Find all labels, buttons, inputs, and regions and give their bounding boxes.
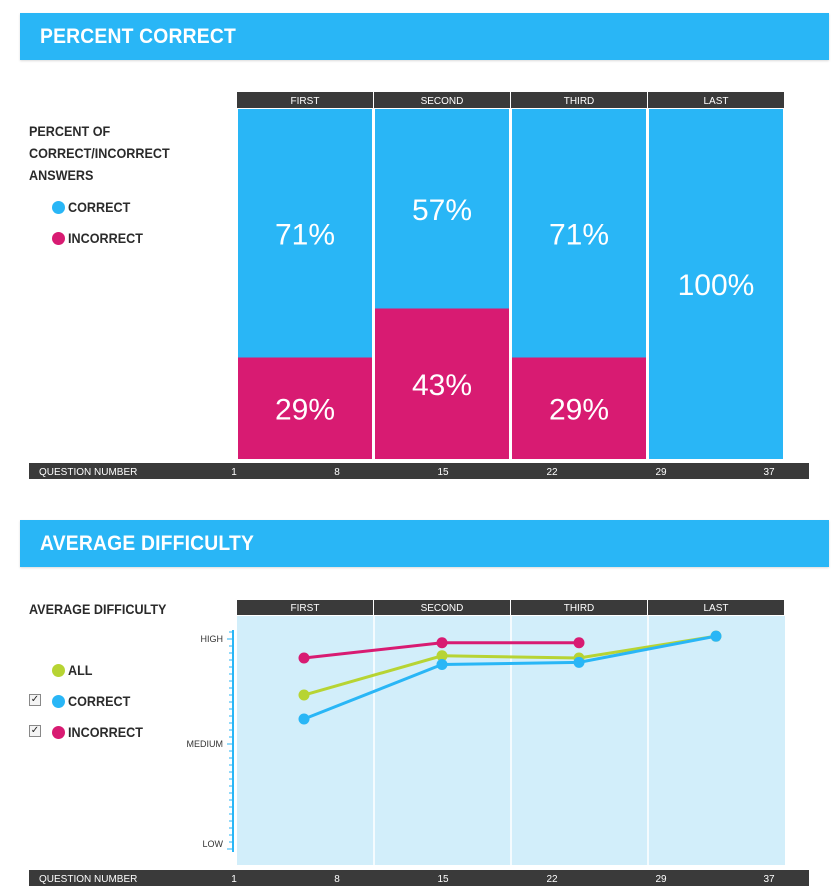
point-all-first [298, 689, 310, 701]
difficulty-level-low: LOW [202, 839, 223, 849]
bar-incorrect-label-second: 43% [412, 369, 472, 402]
percent-correct-banner: PERCENT CORRECT [20, 13, 829, 60]
difficulty-header-label-first: FIRST [291, 603, 320, 614]
difficulty-header-third [511, 600, 647, 615]
bar-correct-label-first: 71% [275, 218, 335, 251]
difficulty-question-tick-22: 22 [546, 874, 558, 885]
difficulty-question-tick-37: 37 [763, 874, 775, 885]
bar-correct-second [375, 109, 509, 309]
bar-incorrect-first [238, 357, 372, 459]
difficulty-question-tick-15: 15 [437, 874, 449, 885]
column-header-third [511, 92, 647, 108]
correct-dot-icon [52, 201, 65, 214]
point-incorrect-third [573, 637, 585, 649]
difficulty-header-label-last: LAST [703, 603, 728, 614]
legend-correct-line-label: CORRECT [68, 693, 131, 709]
column-header-label-third: THIRD [564, 96, 595, 107]
percent-correct-title: PERCENT CORRECT [40, 25, 236, 48]
bar-correct-first [238, 109, 372, 358]
line-correct [303, 634, 717, 721]
bar-correct-label-second: 57% [412, 194, 472, 227]
all-dot-icon [52, 664, 65, 677]
column-header-first [237, 92, 373, 108]
bar-incorrect-second [375, 308, 509, 459]
percent-side-title-line-1: PERCENT OF [29, 123, 111, 139]
difficulty-level-medium: MEDIUM [187, 739, 224, 749]
legend-correct-label: CORRECT [68, 199, 131, 215]
question-axis-bar [29, 463, 809, 479]
difficulty-header-second [374, 600, 510, 615]
incorrect-checkbox[interactable]: ✓ [29, 725, 41, 737]
bar-incorrect-third [512, 357, 646, 459]
column-header-label-second: SECOND [421, 96, 464, 107]
column-header-second [374, 92, 510, 108]
incorrect-dot-icon [52, 232, 65, 245]
difficulty-header-last [648, 600, 784, 615]
question-number-label: QUESTION NUMBER [39, 467, 137, 478]
question-tick-29: 29 [655, 467, 667, 478]
question-tick-8: 8 [334, 467, 340, 478]
point-all-second [436, 650, 448, 662]
legend-incorrect-line-label: INCORRECT [68, 724, 143, 740]
average-difficulty-banner: AVERAGE DIFFICULTY [20, 520, 829, 567]
question-tick-15: 15 [437, 467, 449, 478]
percent-side-title-line-2: CORRECT/INCORRECT [29, 145, 170, 161]
percent-side-title: PERCENT OF CORRECT/INCORRECT ANSWERS [29, 120, 170, 186]
correct-checkbox[interactable]: ✓ [29, 694, 41, 706]
difficulty-question-tick-8: 8 [334, 874, 340, 885]
point-incorrect-first [298, 652, 310, 664]
point-incorrect-second [436, 637, 448, 649]
column-header-label-first: FIRST [291, 96, 320, 107]
difficulty-side-title: AVERAGE DIFFICULTY [29, 601, 167, 617]
difficulty-question-tick-29: 29 [655, 874, 667, 885]
point-correct-second [436, 659, 448, 671]
question-tick-1: 1 [231, 467, 237, 478]
legend-all-label: ALL [68, 662, 93, 678]
bar-correct-third [512, 109, 646, 358]
difficulty-header-label-second: SECOND [421, 603, 464, 614]
average-difficulty-title: AVERAGE DIFFICULTY [40, 532, 255, 555]
point-correct-first [298, 713, 310, 725]
point-correct-last [710, 630, 722, 642]
bar-correct-label-third: 71% [549, 218, 609, 251]
percent-side-title-line-3: ANSWERS [29, 167, 94, 183]
question-tick-22: 22 [546, 467, 558, 478]
difficulty-question-tick-1: 1 [231, 874, 237, 885]
question-tick-37: 37 [763, 467, 775, 478]
bar-incorrect-label-third: 29% [549, 393, 609, 426]
bar-incorrect-label-first: 29% [275, 393, 335, 426]
difficulty-question-number-label: QUESTION NUMBER [39, 874, 137, 885]
difficulty-header-first [237, 600, 373, 615]
line-all [303, 634, 717, 697]
percent-correct-chart: FIRST 71% 29% SECOND 57% 43% THIRD 71% 29% LAST 10… [29, 92, 809, 479]
column-header-label-last: LAST [703, 96, 728, 107]
bar-correct-label-last: 100% [678, 269, 755, 302]
point-correct-third [573, 656, 585, 668]
bar-correct-last [649, 109, 783, 459]
incorrect-line-dot-icon [52, 726, 65, 739]
legend-incorrect-label: INCORRECT [68, 230, 143, 246]
column-header-last [648, 92, 784, 108]
correct-line-dot-icon [52, 695, 65, 708]
difficulty-question-axis-bar [29, 870, 809, 886]
difficulty-header-label-third: THIRD [564, 603, 595, 614]
difficulty-level-high: HIGH [201, 634, 224, 644]
